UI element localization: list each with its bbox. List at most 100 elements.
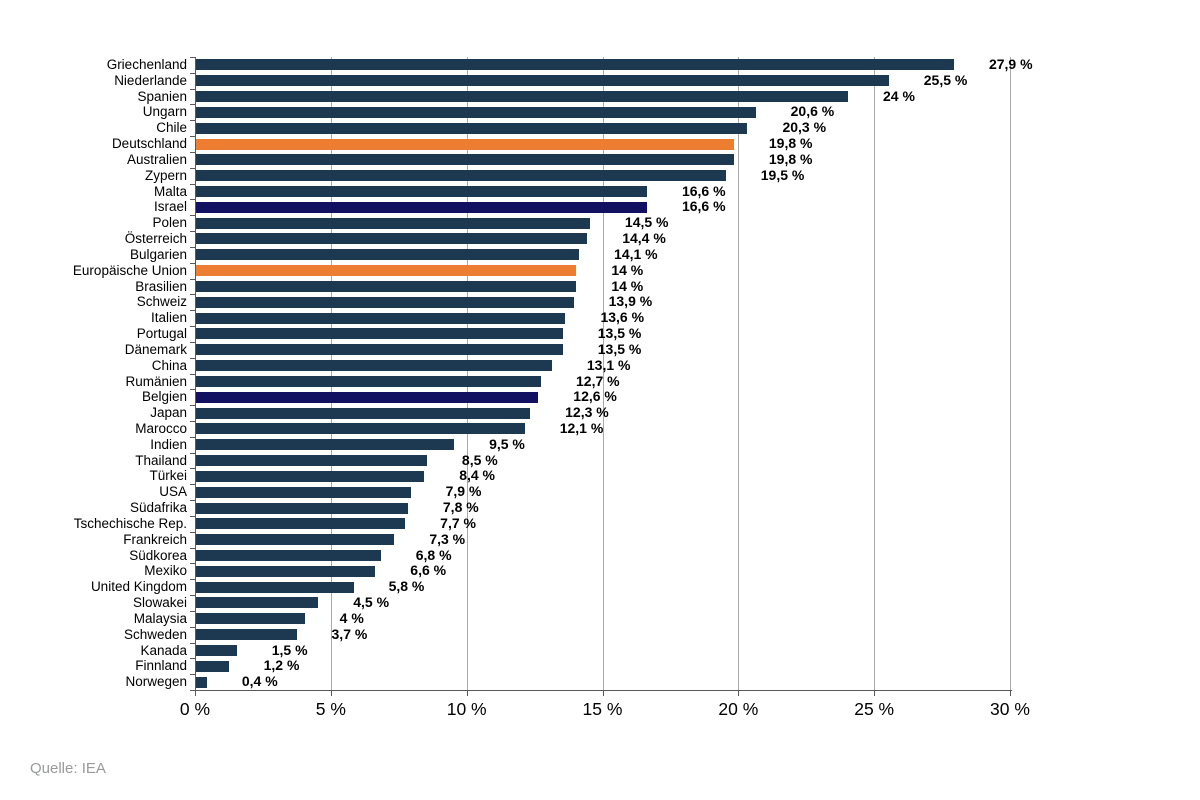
x-axis-tick <box>195 690 196 696</box>
category-label: Rumänien <box>125 373 187 389</box>
x-axis-tick-label: 25 % <box>854 699 895 719</box>
value-label: 19,8 % <box>768 135 813 152</box>
bar <box>196 486 411 498</box>
bar <box>196 439 455 451</box>
x-axis-tick <box>466 690 468 696</box>
value-label: 9,5 % <box>489 435 525 452</box>
value-label: 6,6 % <box>410 562 447 579</box>
bar <box>196 502 408 514</box>
category-label: Malta <box>153 183 187 199</box>
x-axis-tick <box>874 690 876 696</box>
bar <box>196 549 381 561</box>
category-label: Bulgarien <box>129 246 187 262</box>
bar <box>196 106 756 118</box>
value-label: 12,6 % <box>573 388 617 405</box>
value-label: 13,5 % <box>597 325 642 342</box>
value-label: 16,6 % <box>681 182 726 199</box>
bar <box>196 91 848 103</box>
value-label: 25,5 % <box>923 71 968 88</box>
y-axis-tick <box>190 420 195 422</box>
category-label: Mexiko <box>144 563 187 579</box>
y-axis-tick <box>190 563 195 565</box>
y-axis-tick <box>190 610 195 612</box>
bar <box>196 375 542 387</box>
category-label: Österreich <box>124 231 187 247</box>
gridline <box>874 57 876 690</box>
y-axis-tick <box>190 88 195 90</box>
y-axis-tick <box>190 246 195 248</box>
value-label: 8,4 % <box>459 467 495 484</box>
source-label: Quelle: IEA <box>30 760 106 777</box>
y-axis-tick <box>190 468 195 470</box>
bar <box>196 581 354 593</box>
bar <box>196 249 580 261</box>
y-axis-tick <box>190 262 195 264</box>
value-label: 14 % <box>611 261 644 278</box>
y-axis-tick <box>190 642 195 644</box>
y-axis-tick <box>190 151 195 153</box>
category-label: Schweden <box>123 626 187 642</box>
y-axis-tick <box>190 215 195 217</box>
category-label: Thailand <box>135 452 187 468</box>
y-axis-tick <box>190 484 195 486</box>
category-label: Italien <box>150 310 187 326</box>
value-label: 14,5 % <box>624 214 669 231</box>
gridline <box>466 57 468 690</box>
category-label: Japan <box>150 405 187 421</box>
y-axis-tick <box>190 120 195 122</box>
category-label: Australien <box>126 151 187 167</box>
category-label: Chile <box>156 120 187 136</box>
category-label: Europäische Union <box>72 262 187 278</box>
value-label: 12,1 % <box>559 419 604 436</box>
y-axis-tick <box>190 326 195 328</box>
bar <box>196 534 395 546</box>
y-axis-tick <box>190 531 195 533</box>
y-axis-tick <box>190 341 195 343</box>
value-label: 0,4 % <box>241 673 278 690</box>
y-axis-tick <box>190 626 195 628</box>
y-axis-tick <box>190 231 195 233</box>
y-axis-tick <box>190 136 195 138</box>
value-label: 19,5 % <box>760 166 805 183</box>
category-label: Brasilien <box>135 278 187 294</box>
category-label: Slowakei <box>132 595 187 611</box>
value-label: 13,9 % <box>608 293 653 310</box>
value-label: 7,9 % <box>445 483 482 500</box>
value-label: 14,1 % <box>614 245 658 262</box>
x-axis-tick-label: 0 % <box>179 699 211 719</box>
bar <box>196 265 577 277</box>
bar <box>196 280 577 292</box>
value-label: 20,6 % <box>790 103 835 120</box>
bar <box>196 122 748 134</box>
value-label: 7,7 % <box>440 514 476 531</box>
y-axis-tick <box>190 405 195 407</box>
bar <box>196 597 319 609</box>
category-label: Marocco <box>135 420 187 436</box>
bar <box>196 676 207 688</box>
bar <box>196 170 726 182</box>
bar <box>196 629 297 641</box>
value-label: 12,7 % <box>576 372 620 389</box>
y-axis-tick <box>190 57 195 58</box>
value-label: 7,8 % <box>442 499 479 516</box>
value-label: 6,8 % <box>415 546 452 563</box>
bar <box>196 518 406 530</box>
bar <box>196 423 525 435</box>
category-label: Malaysia <box>133 610 187 626</box>
category-label: Norwegen <box>125 674 187 690</box>
category-label: Indien <box>150 436 187 452</box>
x-axis-tick-label: 30 % <box>990 699 1030 719</box>
value-label: 14 % <box>611 277 644 294</box>
bar <box>196 186 647 197</box>
y-axis-tick <box>190 278 195 280</box>
y-axis-tick <box>190 72 195 74</box>
bar <box>196 455 427 467</box>
y-axis-tick <box>190 183 195 185</box>
value-label: 12,3 % <box>565 404 609 421</box>
value-label: 13,6 % <box>600 309 645 326</box>
y-axis-tick <box>190 674 195 676</box>
bar <box>196 233 588 245</box>
bar <box>196 59 954 71</box>
value-label: 13,5 % <box>597 340 642 357</box>
value-label: 24 % <box>883 87 915 104</box>
